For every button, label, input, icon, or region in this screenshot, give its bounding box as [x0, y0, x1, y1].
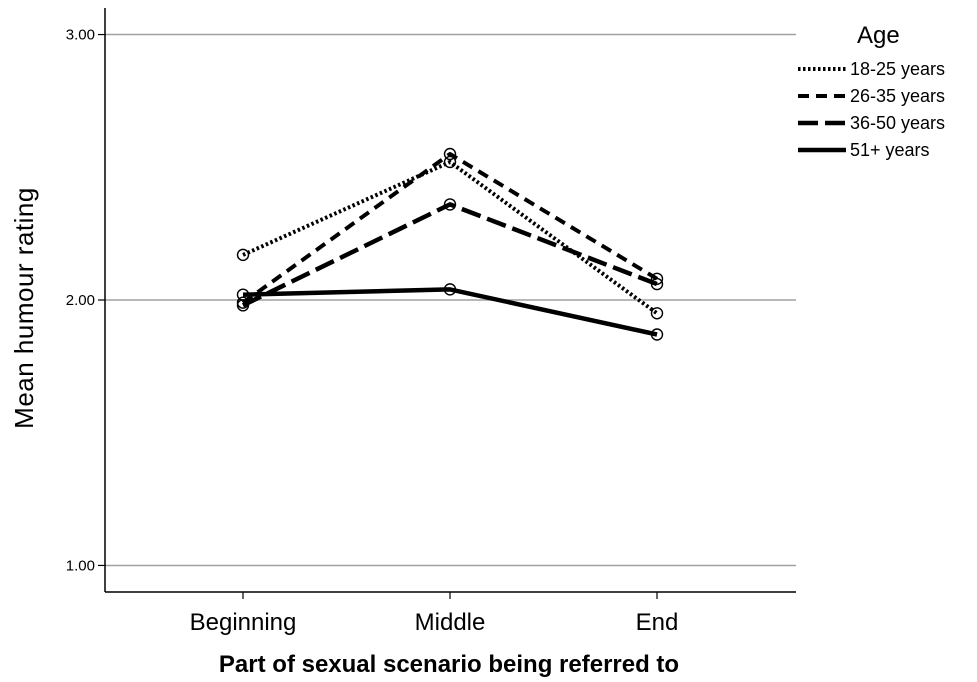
data-point-marker — [650, 277, 664, 291]
series-line — [242, 160, 659, 315]
legend-title: Age — [857, 22, 900, 49]
x-axis-title: Part of sexual scenario being referred t… — [219, 651, 679, 678]
legend-label: 51+ years — [850, 140, 930, 160]
axes — [98, 8, 796, 599]
data-point-marker — [650, 328, 664, 341]
data-point-marker — [236, 248, 250, 262]
data-markers — [236, 147, 664, 341]
data-point-marker — [443, 147, 457, 161]
data-point-marker — [650, 272, 664, 285]
gridlines — [105, 33, 796, 567]
series-lines — [241, 152, 659, 337]
legend: Age 18-25 years 26-35 years 36-50 years 51+… — [798, 22, 945, 160]
x-category-labels: Beginning Middle End — [190, 609, 679, 636]
data-point-marker — [443, 155, 457, 169]
legend-label: 26-35 years — [850, 86, 945, 106]
y-tick-label: 3.00 — [66, 27, 95, 44]
series-line — [241, 152, 659, 305]
x-category-label: Beginning — [190, 609, 297, 636]
series-line — [242, 202, 658, 308]
y-axis-title: Mean humour rating — [9, 187, 39, 429]
y-tick-label: 2.00 — [66, 292, 95, 309]
data-point-marker — [650, 307, 664, 320]
legend-label: 36-50 years — [850, 113, 945, 133]
data-point-marker — [443, 283, 457, 296]
y-tick-labels: 1.00 2.00 3.00 — [66, 27, 95, 575]
series-line — [242, 287, 658, 337]
x-category-label: End — [636, 609, 679, 636]
legend-label: 18-25 years — [850, 59, 945, 79]
data-point-marker — [236, 288, 250, 301]
y-tick-label: 1.00 — [66, 557, 95, 574]
data-point-marker — [443, 198, 457, 211]
x-category-label: Middle — [415, 609, 486, 636]
